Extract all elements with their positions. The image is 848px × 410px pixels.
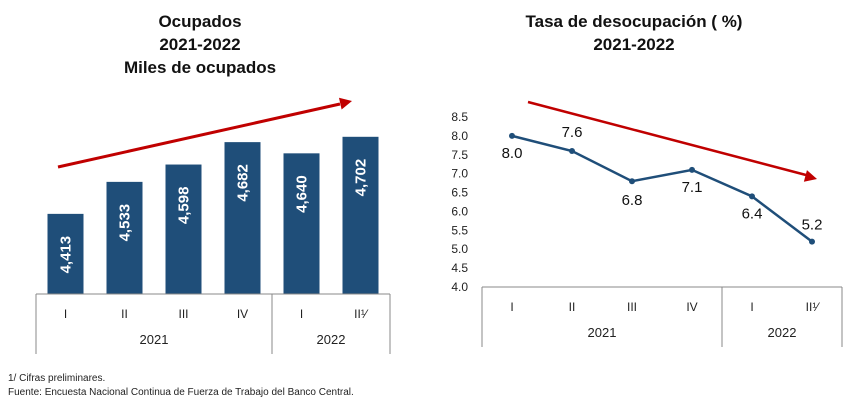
bar (165, 164, 202, 294)
bar-value-label: 4,682 (235, 164, 252, 202)
ocupados-category-label: II (121, 307, 128, 321)
ocupados-title-line-3: Miles de ocupados (123, 58, 277, 77)
desocupacion-chart-panel: Tasa de desocupación ( %) 2021-2022 4.0 4… (420, 0, 848, 370)
ocupados-category-label: III (178, 307, 188, 321)
line-point (749, 193, 755, 200)
ocupados-chart-panel: Ocupados 2021-2022 Miles de ocupados 4,4… (0, 0, 400, 370)
bar-value-label: 4,533 (117, 204, 134, 242)
bar (47, 213, 84, 294)
bar (342, 136, 379, 294)
desocupacion-year-label: 2021 (588, 325, 617, 340)
bar (106, 181, 143, 294)
ocupados-year-label: 2022 (317, 332, 346, 347)
trend-arrow-line (57, 102, 341, 169)
y-tick-label: 7.0 (451, 167, 468, 181)
bar (283, 153, 320, 294)
desocupacion-category-label: IV (686, 300, 697, 314)
trend-arrow-line (527, 100, 807, 177)
y-tick-label: 8.0 (451, 129, 468, 143)
ocupados-category-label: I (64, 307, 67, 321)
desocupacion-category-label: I (750, 300, 753, 314)
line-point (509, 132, 515, 139)
desocupacion-chart-title: Tasa de desocupación ( %) 2021-2022 (420, 10, 848, 56)
point-value-label: 5.2 (802, 217, 823, 234)
y-tick-label: 4.0 (451, 280, 468, 294)
line-point (689, 166, 695, 173)
y-tick-label: 4.5 (451, 261, 468, 275)
line-point (569, 148, 575, 154)
point-value-label: 7.1 (682, 179, 703, 196)
trend-arrow-head (803, 170, 817, 182)
y-tick-label: 6.0 (451, 204, 468, 218)
desocupacion-category-label: I (510, 300, 513, 314)
footnote-preliminary: 1/ Cifras preliminares. (8, 373, 106, 384)
ocupados-category-label: II¹⁄ (354, 307, 369, 321)
desocupacion-category-label: II (569, 300, 576, 314)
desocupacion-category-label: III (627, 300, 637, 314)
trend-arrow-head (338, 97, 352, 110)
ocupados-category-label: IV (237, 307, 248, 321)
desocupacion-category-label: II¹⁄ (806, 300, 821, 314)
bar-value-label: 4,413 (58, 236, 75, 274)
desocupacion-year-label: 2022 (768, 325, 797, 340)
y-tick-label: 8.5 (451, 110, 468, 124)
point-value-label: 6.8 (622, 192, 643, 209)
bar (224, 142, 261, 294)
bar-value-label: 4,598 (176, 187, 193, 225)
point-value-label: 8.0 (502, 145, 523, 162)
y-tick-label: 5.0 (451, 242, 468, 256)
bar-value-label: 4,702 (353, 159, 370, 197)
unemployment-line (511, 134, 813, 243)
ocupados-title-line-2: 2021-2022 (159, 35, 241, 54)
line-point (809, 238, 815, 245)
line-point (629, 178, 635, 185)
y-tick-label: 5.5 (451, 223, 468, 237)
desocupacion-title-line-1: Tasa de desocupación ( %) (525, 12, 743, 31)
ocupados-chart-title: Ocupados 2021-2022 Miles de ocupados (0, 10, 400, 79)
ocupados-category-label: I (300, 307, 303, 321)
ocupados-year-label: 2021 (140, 332, 169, 347)
ocupados-title-line-1: Ocupados (158, 12, 242, 31)
footnote-source: Fuente: Encuesta Nacional Continua de Fu… (8, 387, 354, 398)
desocupacion-line-chart: 4.0 4.5 5.0 5.5 6.0 6.5 7.0 7.5 8.0 8.5 8.0 7.6 6.8 7… (451, 100, 843, 347)
y-tick-label: 7.5 (451, 148, 468, 162)
bar-value-label: 4,640 (294, 175, 311, 213)
desocupacion-title-line-2: 2021-2022 (593, 35, 675, 54)
y-tick-label: 6.5 (451, 186, 468, 200)
point-value-label: 6.4 (742, 205, 763, 222)
point-value-label: 7.6 (562, 124, 583, 141)
